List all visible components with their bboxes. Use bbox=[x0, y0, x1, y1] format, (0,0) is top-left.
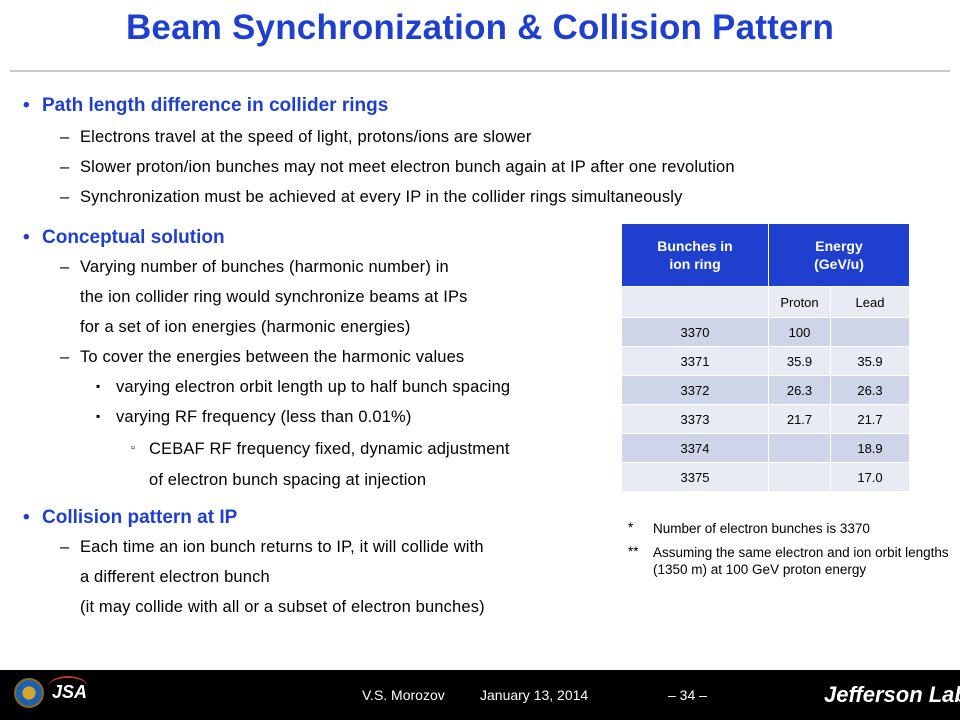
table-row: 3374 18.9 bbox=[621, 433, 910, 463]
dash-mark: – bbox=[60, 128, 70, 146]
line-text: a different electron bunch bbox=[80, 568, 270, 586]
cell-bunches: 3371 bbox=[621, 346, 769, 376]
text-line: a different electron bunch bbox=[80, 568, 270, 587]
heading-text: Path length difference in collider rings bbox=[42, 95, 389, 116]
text-line: ▫ CEBAF RF frequency fixed, dynamic adju… bbox=[131, 440, 510, 459]
line-text: Electrons travel at the speed of light, … bbox=[80, 128, 532, 146]
jsa-logo: JSA bbox=[48, 676, 88, 703]
table-row: 3370 100 bbox=[621, 317, 910, 347]
heading-text: Conceptual solution bbox=[42, 227, 225, 248]
footnote-1: * Number of electron bunches is 3370 bbox=[628, 520, 948, 540]
cell-lead: 21.7 bbox=[830, 404, 910, 434]
title-divider bbox=[10, 70, 950, 72]
text-line: the ion collider ring would synchronize … bbox=[80, 288, 468, 307]
bullet-mark: • bbox=[23, 227, 30, 248]
line-text: Each time an ion bunch returns to IP, it… bbox=[80, 538, 484, 556]
line-text: the ion collider ring would synchronize … bbox=[80, 288, 468, 306]
line-text: Varying number of bunches (harmonic numb… bbox=[80, 258, 449, 276]
cell-lead: 35.9 bbox=[830, 346, 910, 376]
text-line: – Varying number of bunches (harmonic nu… bbox=[60, 258, 449, 277]
table-row: 3371 35.9 35.9 bbox=[621, 346, 910, 376]
bullet-mark: • bbox=[23, 507, 30, 528]
subheader-proton: Proton bbox=[768, 286, 831, 318]
subheader-empty bbox=[621, 286, 769, 318]
footer-bar: JSA V.S. Morozov January 13, 2014 – 34 –… bbox=[0, 670, 960, 720]
cell-bunches: 3375 bbox=[621, 462, 769, 492]
energy-table: Bunches in ion ring Energy (GeV/u) Proto… bbox=[621, 223, 910, 492]
footer-date: January 13, 2014 bbox=[480, 687, 589, 703]
cell-proton: 26.3 bbox=[768, 375, 831, 405]
cell-lead: 17.0 bbox=[830, 462, 910, 492]
cell-bunches: 3373 bbox=[621, 404, 769, 434]
line-text: for a set of ion energies (harmonic ener… bbox=[80, 318, 411, 336]
jefferson-lab-logo: Jefferson Lab bbox=[824, 682, 960, 707]
text-line: – Synchronization must be achieved at ev… bbox=[60, 188, 683, 207]
dash-mark: – bbox=[60, 188, 70, 206]
footer-author: V.S. Morozov bbox=[362, 687, 445, 703]
table-header-row: Bunches in ion ring Energy (GeV/u) bbox=[621, 223, 910, 287]
text-line: – To cover the energies between the harm… bbox=[60, 348, 465, 367]
heading-conceptual-solution: • Conceptual solution bbox=[23, 227, 225, 249]
heading-collision-pattern: • Collision pattern at IP bbox=[23, 507, 238, 529]
cell-lead bbox=[830, 317, 910, 347]
footnote-marker: * bbox=[628, 520, 634, 535]
line-text: of electron bunch spacing at injection bbox=[149, 471, 427, 489]
text-line: – Electrons travel at the speed of light… bbox=[60, 128, 532, 147]
text-line: – Each time an ion bunch returns to IP, … bbox=[60, 538, 484, 557]
line-text: To cover the energies between the harmon… bbox=[80, 348, 465, 366]
footnote-2: ** Assuming the same electron and ion or… bbox=[628, 544, 953, 612]
footnote-marker: ** bbox=[628, 544, 639, 559]
cell-proton: 100 bbox=[768, 317, 831, 347]
header-energy: Energy (GeV/u) bbox=[768, 223, 910, 287]
square-bullet-icon: ▪ bbox=[96, 409, 101, 423]
line-text: CEBAF RF frequency fixed, dynamic adjust… bbox=[149, 440, 510, 458]
cell-proton: 35.9 bbox=[768, 346, 831, 376]
hollow-square-bullet-icon: ▫ bbox=[131, 442, 136, 454]
square-bullet-icon: ▪ bbox=[96, 379, 101, 393]
cell-bunches: 3372 bbox=[621, 375, 769, 405]
line-text: (it may collide with all or a subset of … bbox=[80, 598, 485, 616]
line-text: varying RF frequency (less than 0.01%) bbox=[116, 408, 412, 426]
line-text: Synchronization must be achieved at ever… bbox=[80, 188, 683, 206]
cell-proton: 21.7 bbox=[768, 404, 831, 434]
cell-bunches: 3370 bbox=[621, 317, 769, 347]
bullet-mark: • bbox=[23, 95, 30, 116]
header-bunches: Bunches in ion ring bbox=[621, 223, 769, 287]
text-line: ▪ varying electron orbit length up to ha… bbox=[96, 378, 511, 397]
table-row: 3373 21.7 21.7 bbox=[621, 404, 910, 434]
cell-lead: 18.9 bbox=[830, 433, 910, 463]
table-row: 3372 26.3 26.3 bbox=[621, 375, 910, 405]
text-line: ▪ varying RF frequency (less than 0.01%) bbox=[96, 408, 412, 427]
table-subheader-row: Proton Lead bbox=[621, 286, 910, 318]
dash-mark: – bbox=[60, 158, 70, 176]
dash-mark: – bbox=[60, 348, 70, 366]
text-line: – Slower proton/ion bunches may not meet… bbox=[60, 158, 735, 177]
dash-mark: – bbox=[60, 538, 70, 556]
text-line: of electron bunch spacing at injection bbox=[149, 471, 426, 490]
footnote-text: Number of electron bunches is 3370 bbox=[653, 521, 870, 536]
slide-title: Beam Synchronization & Collision Pattern bbox=[125, 8, 835, 47]
text-line: (it may collide with all or a subset of … bbox=[80, 598, 485, 617]
footnote-text: Assuming the same electron and ion orbit… bbox=[653, 545, 949, 577]
cell-proton bbox=[768, 462, 831, 492]
footer-page-number: – 34 – bbox=[668, 687, 707, 703]
heading-path-length: • Path length difference in collider rin… bbox=[23, 95, 389, 117]
line-text: Slower proton/ion bunches may not meet e… bbox=[80, 158, 735, 176]
cell-proton bbox=[768, 433, 831, 463]
doe-seal-icon bbox=[14, 678, 44, 708]
cell-lead: 26.3 bbox=[830, 375, 910, 405]
cell-bunches: 3374 bbox=[621, 433, 769, 463]
heading-text: Collision pattern at IP bbox=[42, 507, 238, 528]
subheader-lead: Lead bbox=[830, 286, 910, 318]
line-text: varying electron orbit length up to half… bbox=[116, 378, 511, 396]
dash-mark: – bbox=[60, 258, 70, 276]
table-row: 3375 17.0 bbox=[621, 462, 910, 492]
text-line: for a set of ion energies (harmonic ener… bbox=[80, 318, 411, 337]
